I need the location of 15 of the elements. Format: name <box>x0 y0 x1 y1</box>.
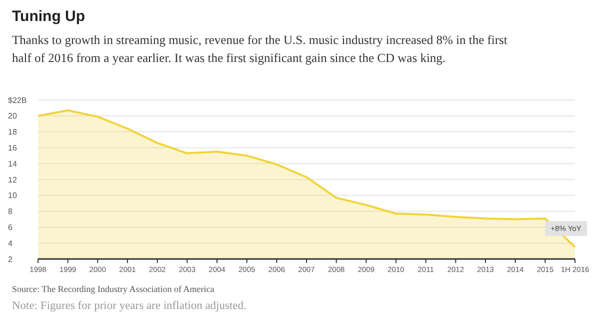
chart-subtitle: Thanks to growth in streaming music, revenue for the U.S. music industry increased 8% in the first half of 2016 from a year earlier. It was the first significant gain since the CD was king. <box>12 33 508 65</box>
source-note: Source: The Recording Industry Association of America <box>12 284 214 294</box>
y-tick-label: 14 <box>8 159 18 168</box>
y-tick-label: 12 <box>8 175 18 184</box>
y-tick-label: 4 <box>8 238 13 248</box>
y-tick-label: 18 <box>8 128 18 137</box>
y-tick-label: 20 <box>8 112 18 121</box>
text: Note: Figures for prior years are inflation adjusted. <box>12 300 247 312</box>
chart-title: Tuning Up <box>12 8 86 25</box>
y-tick-label: 6 <box>8 223 13 232</box>
y-tick-label: 16 <box>8 144 18 152</box>
y-tick-label: 10 <box>8 191 18 200</box>
y-tick-label: 2 <box>8 254 13 264</box>
y-tick-label: $22B <box>8 96 27 105</box>
y-tick-label: 8 <box>8 207 13 216</box>
